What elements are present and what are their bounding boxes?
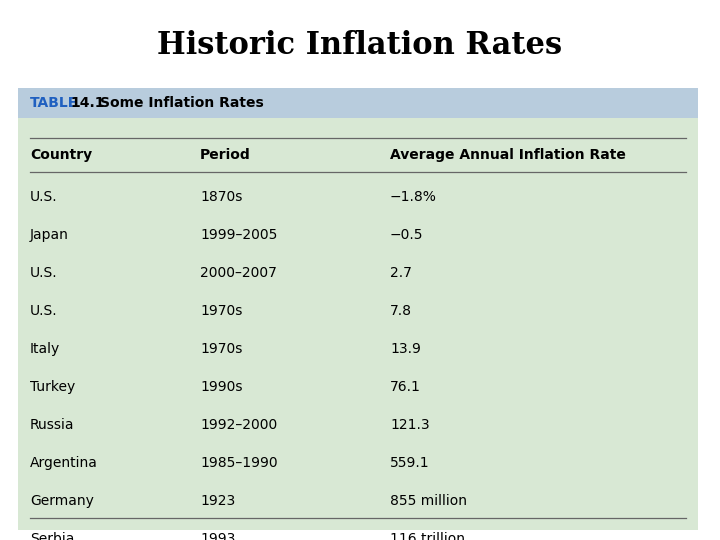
Text: 1993: 1993 [200,532,235,540]
Text: 855 million: 855 million [390,494,467,508]
Text: 1985–1990: 1985–1990 [200,456,278,470]
Text: 1999–2005: 1999–2005 [200,228,277,242]
Text: 559.1: 559.1 [390,456,430,470]
Text: −0.5: −0.5 [390,228,423,242]
Text: 1990s: 1990s [200,380,243,394]
Text: U.S.: U.S. [30,266,58,280]
Text: U.S.: U.S. [30,190,58,204]
Text: 76.1: 76.1 [390,380,421,394]
Text: Historic Inflation Rates: Historic Inflation Rates [158,30,562,60]
Text: 1923: 1923 [200,494,235,508]
Text: 121.3: 121.3 [390,418,430,432]
Text: TABLE: TABLE [30,96,78,110]
Text: Some Inflation Rates: Some Inflation Rates [100,96,264,110]
Text: Country: Country [30,148,92,162]
Text: 2.7: 2.7 [390,266,412,280]
Text: 13.9: 13.9 [390,342,421,356]
Text: 2000–2007: 2000–2007 [200,266,277,280]
Text: 7.8: 7.8 [390,304,412,318]
Text: 1970s: 1970s [200,304,243,318]
Text: Argentina: Argentina [30,456,98,470]
Text: −1.8%: −1.8% [390,190,437,204]
Text: Germany: Germany [30,494,94,508]
Text: Serbia: Serbia [30,532,74,540]
Bar [18,88,698,118]
Text: Turkey: Turkey [30,380,76,394]
Text: 116 trillion: 116 trillion [390,532,465,540]
Text: U.S.: U.S. [30,304,58,318]
Text: Period: Period [200,148,251,162]
Text: Russia: Russia [30,418,74,432]
Text: Average Annual Inflation Rate: Average Annual Inflation Rate [390,148,626,162]
Text: 1992–2000: 1992–2000 [200,418,277,432]
Text: 14.1: 14.1 [70,96,104,110]
Text: 1870s: 1870s [200,190,243,204]
Bar [18,88,698,530]
Text: 1970s: 1970s [200,342,243,356]
Text: Japan: Japan [30,228,69,242]
Text: Italy: Italy [30,342,60,356]
